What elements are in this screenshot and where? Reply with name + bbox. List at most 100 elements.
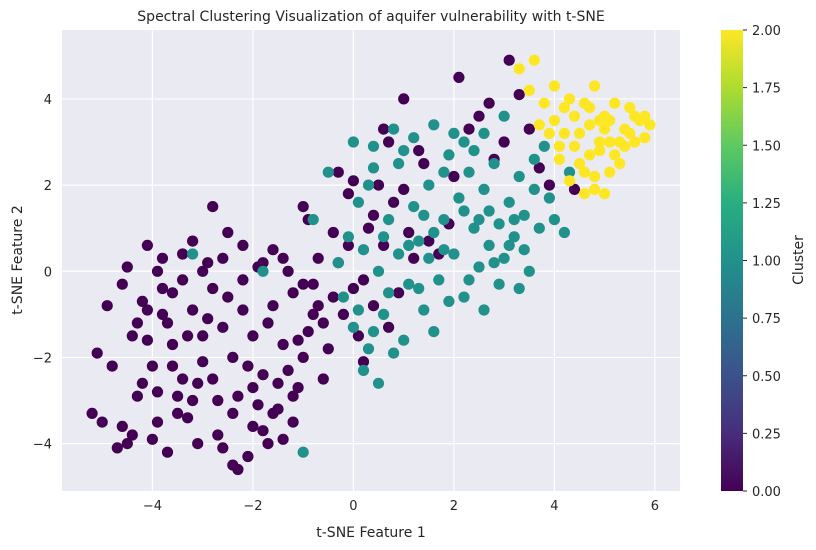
- data-point: [438, 214, 450, 226]
- data-point: [523, 265, 535, 277]
- data-point: [594, 145, 606, 157]
- data-point: [408, 201, 420, 213]
- data-point: [156, 282, 169, 295]
- data-point: [352, 304, 364, 316]
- data-point: [548, 214, 561, 226]
- data-point: [604, 114, 616, 127]
- data-point: [297, 446, 309, 458]
- data-point: [126, 429, 138, 441]
- data-point: [528, 183, 540, 195]
- scatter-points: [86, 54, 656, 476]
- y-axis-label: t-SNE Feature 2: [10, 205, 26, 314]
- data-point: [423, 235, 435, 247]
- data-point: [166, 287, 179, 299]
- data-point: [388, 347, 400, 359]
- data-point: [257, 425, 269, 437]
- chart-title: Spectral Clustering Visualization of aqu…: [137, 9, 604, 25]
- data-point: [367, 140, 380, 152]
- data-point: [362, 343, 375, 355]
- data-point: [604, 166, 616, 178]
- data-point: [207, 282, 219, 295]
- data-point: [116, 278, 128, 290]
- data-point: [523, 84, 535, 96]
- data-point: [614, 158, 626, 170]
- data-point: [357, 356, 370, 368]
- data-point: [403, 239, 415, 251]
- data-point: [322, 166, 334, 178]
- data-point: [287, 390, 299, 402]
- data-point: [543, 179, 556, 191]
- data-point: [548, 80, 561, 92]
- data-point: [523, 123, 535, 135]
- data-point: [116, 420, 128, 432]
- data-point: [553, 140, 566, 152]
- data-point: [423, 252, 435, 264]
- data-point: [101, 300, 113, 312]
- y-tick-label: −2: [33, 351, 52, 366]
- data-point: [247, 420, 259, 432]
- data-point: [156, 308, 169, 320]
- data-point: [217, 321, 229, 333]
- data-point: [332, 166, 344, 178]
- data-point: [357, 244, 370, 256]
- data-point: [146, 360, 158, 372]
- data-point: [458, 291, 470, 303]
- data-point: [287, 416, 299, 428]
- data-point: [247, 382, 259, 394]
- colorbar-tick-label: 2.00: [752, 24, 781, 39]
- x-tick-label: 4: [550, 499, 558, 514]
- x-tick-label: −2: [243, 499, 262, 514]
- data-point: [141, 239, 153, 251]
- data-point: [578, 188, 591, 200]
- data-point: [478, 304, 490, 316]
- data-point: [448, 248, 460, 260]
- x-tick-label: 6: [651, 499, 659, 514]
- data-point: [96, 416, 108, 428]
- data-point: [347, 136, 359, 148]
- data-point: [538, 97, 550, 109]
- data-point: [428, 326, 440, 338]
- data-point: [403, 278, 415, 290]
- data-point: [342, 231, 354, 243]
- data-point: [508, 231, 520, 243]
- data-point: [403, 226, 415, 239]
- data-point: [584, 102, 596, 114]
- data-point: [573, 127, 586, 139]
- data-point: [383, 321, 395, 333]
- data-point: [594, 136, 606, 148]
- data-point: [408, 132, 420, 144]
- data-point: [161, 446, 174, 458]
- data-point: [398, 183, 410, 195]
- data-point: [151, 386, 164, 398]
- data-point: [458, 136, 470, 148]
- data-point: [443, 149, 455, 161]
- data-point: [438, 166, 450, 178]
- data-point: [639, 110, 651, 122]
- data-point: [367, 326, 380, 338]
- data-point: [227, 351, 239, 363]
- data-point: [644, 119, 656, 131]
- colorbar-ticks: 0.00 0.25 0.50 0.75 1.00 1.25 1.50 1.75 2.00: [743, 24, 781, 500]
- data-point: [292, 334, 304, 346]
- data-point: [312, 252, 324, 264]
- data-point: [242, 450, 254, 463]
- data-point: [528, 153, 540, 165]
- data-point: [222, 226, 234, 239]
- y-tick-label: 4: [44, 93, 52, 108]
- data-point: [639, 132, 651, 144]
- data-point: [503, 54, 515, 66]
- data-point: [398, 93, 410, 105]
- data-point: [106, 360, 118, 372]
- data-point: [131, 390, 143, 402]
- colorbar-gradient: [721, 30, 743, 491]
- data-point: [342, 239, 354, 251]
- data-point: [262, 317, 274, 329]
- data-point: [312, 300, 324, 312]
- data-point: [513, 282, 525, 295]
- data-point: [428, 119, 440, 131]
- data-point: [578, 166, 591, 178]
- data-point: [217, 442, 229, 454]
- data-point: [538, 140, 550, 152]
- data-point: [111, 442, 123, 454]
